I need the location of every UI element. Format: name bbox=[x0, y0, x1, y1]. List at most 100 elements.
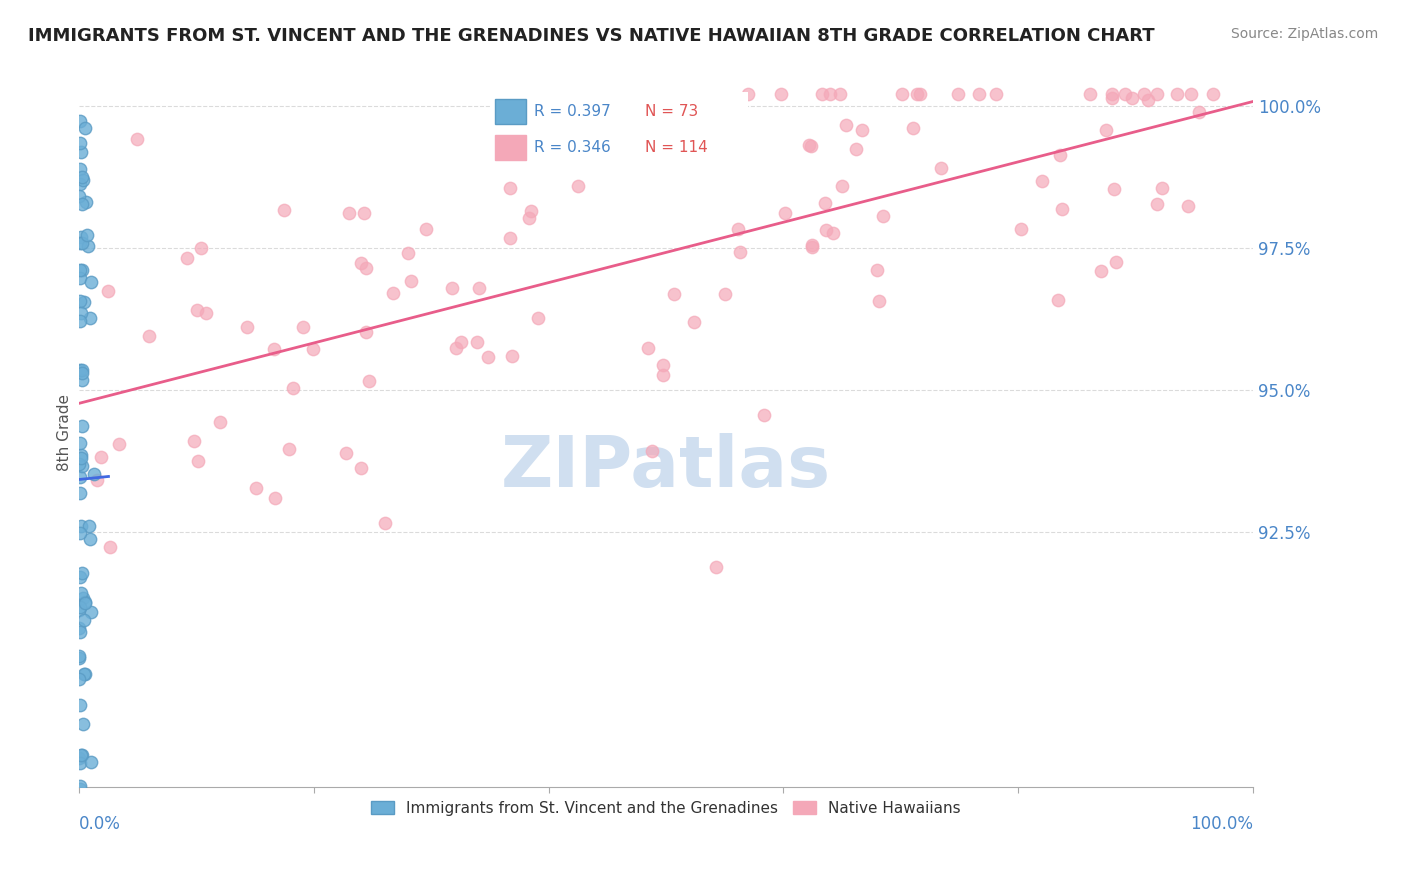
Point bbox=[69, 450, 91, 465]
Point bbox=[69, 485, 91, 500]
Point bbox=[176, 251, 198, 265]
Point bbox=[77, 831, 100, 846]
Point bbox=[381, 286, 404, 301]
Point bbox=[73, 667, 96, 681]
Point bbox=[70, 814, 93, 828]
Point bbox=[727, 222, 749, 236]
Point bbox=[501, 349, 523, 363]
Point bbox=[69, 362, 91, 376]
Point bbox=[1101, 91, 1123, 105]
Point bbox=[872, 209, 894, 223]
Point bbox=[67, 809, 90, 823]
Point bbox=[868, 293, 890, 308]
Point bbox=[713, 287, 735, 301]
Point bbox=[465, 334, 488, 349]
Point bbox=[444, 341, 467, 355]
Point bbox=[69, 435, 91, 450]
Point bbox=[69, 230, 91, 244]
Point bbox=[845, 142, 868, 156]
Point bbox=[1010, 222, 1032, 236]
Point bbox=[70, 145, 93, 160]
Point bbox=[1188, 104, 1211, 119]
Point bbox=[67, 672, 90, 686]
Point bbox=[866, 262, 889, 277]
Point bbox=[652, 358, 675, 372]
Point bbox=[1095, 122, 1118, 136]
Text: 0.0%: 0.0% bbox=[79, 815, 121, 833]
Point bbox=[190, 241, 212, 255]
Point bbox=[69, 781, 91, 796]
Point bbox=[1101, 87, 1123, 102]
Point bbox=[73, 294, 96, 309]
Point bbox=[80, 755, 103, 769]
Point bbox=[69, 600, 91, 615]
Point bbox=[127, 132, 149, 146]
Point bbox=[273, 202, 295, 217]
Point bbox=[67, 789, 90, 804]
Point bbox=[946, 87, 969, 102]
Point bbox=[356, 260, 378, 275]
Point bbox=[640, 443, 662, 458]
Point bbox=[711, 140, 734, 154]
Point bbox=[1031, 174, 1053, 188]
Point bbox=[800, 240, 823, 254]
Point bbox=[498, 231, 520, 245]
Point bbox=[752, 408, 775, 422]
Point bbox=[468, 281, 491, 295]
Point bbox=[69, 177, 91, 191]
Point bbox=[209, 415, 232, 429]
Point bbox=[73, 613, 96, 627]
Point bbox=[450, 335, 472, 350]
Point bbox=[72, 173, 94, 187]
Point bbox=[73, 666, 96, 681]
Point bbox=[69, 457, 91, 471]
Point bbox=[292, 320, 315, 334]
Point bbox=[828, 87, 851, 102]
Point bbox=[72, 458, 94, 473]
Point bbox=[800, 139, 823, 153]
Point bbox=[440, 280, 463, 294]
Point bbox=[69, 747, 91, 762]
Point bbox=[90, 450, 112, 464]
Point bbox=[72, 419, 94, 434]
Point bbox=[83, 467, 105, 481]
Point bbox=[908, 87, 931, 102]
Point bbox=[70, 306, 93, 320]
Legend: Immigrants from St. Vincent and the Grenadines, Native Hawaiians: Immigrants from St. Vincent and the Gren… bbox=[364, 795, 967, 822]
Point bbox=[662, 287, 685, 301]
Point bbox=[835, 118, 858, 132]
Point bbox=[1046, 293, 1069, 307]
Point bbox=[905, 87, 928, 102]
Point bbox=[520, 203, 543, 218]
Point bbox=[80, 606, 103, 620]
Point bbox=[399, 274, 422, 288]
Point bbox=[1177, 199, 1199, 213]
Text: IMMIGRANTS FROM ST. VINCENT AND THE GRENADINES VS NATIVE HAWAIIAN 8TH GRADE CORR: IMMIGRANTS FROM ST. VINCENT AND THE GREN… bbox=[28, 27, 1154, 45]
Text: Source: ZipAtlas.com: Source: ZipAtlas.com bbox=[1230, 27, 1378, 41]
Point bbox=[70, 366, 93, 380]
Point bbox=[396, 245, 419, 260]
Point bbox=[245, 481, 267, 495]
Point bbox=[801, 237, 824, 252]
Point bbox=[69, 469, 91, 483]
Point bbox=[67, 649, 90, 664]
Point bbox=[903, 120, 925, 135]
Point bbox=[69, 526, 91, 541]
Point bbox=[477, 351, 499, 365]
Point bbox=[67, 188, 90, 202]
Point bbox=[98, 540, 121, 554]
Point bbox=[195, 306, 218, 320]
Point bbox=[69, 161, 91, 176]
Point bbox=[80, 275, 103, 289]
Point bbox=[69, 570, 91, 584]
Point bbox=[69, 294, 91, 309]
Point bbox=[72, 591, 94, 605]
Point bbox=[1202, 87, 1225, 102]
Point bbox=[69, 698, 91, 712]
Point bbox=[357, 374, 380, 388]
Point bbox=[70, 518, 93, 533]
Point bbox=[335, 445, 357, 459]
Point bbox=[1121, 91, 1143, 105]
Point bbox=[72, 373, 94, 387]
Point bbox=[353, 206, 375, 220]
